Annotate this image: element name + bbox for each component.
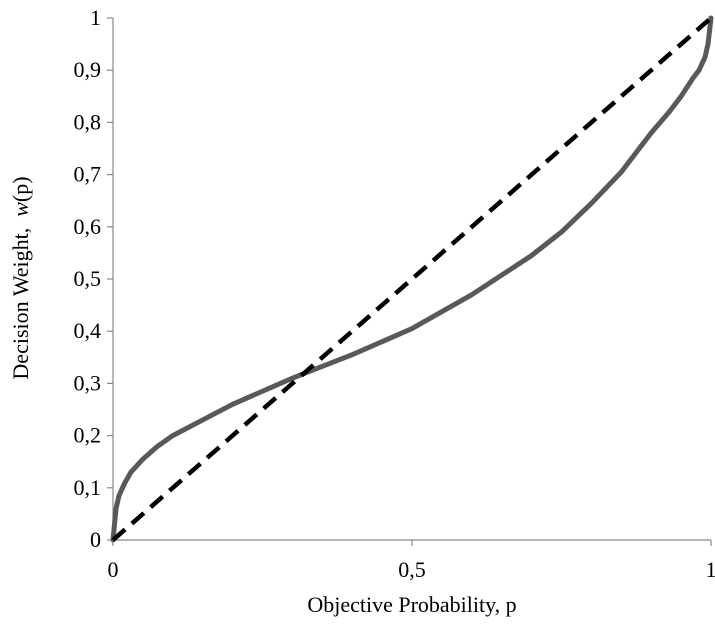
x-tick-label: 0,5 [398,557,426,582]
axes [107,17,712,546]
y-tick-label: 0,2 [74,423,102,448]
y-axis-title-prefix: Decision Weight, [8,217,33,380]
y-tick-label: 0 [90,527,101,552]
y-tick-label: 0,1 [74,475,102,500]
x-tick-labels: 0 0,5 1 [108,557,715,582]
y-axis-title: Decision Weight, w(p) [8,176,33,379]
x-tick-label: 1 [706,557,715,582]
y-tick-label: 0,6 [74,214,102,239]
y-tick-label: 0,8 [74,109,102,134]
y-tick-label: 1 [90,5,101,30]
series-line-dashed [111,16,713,542]
y-tick-label: 0,5 [74,266,102,291]
x-tick-label: 0 [108,557,119,582]
y-axis-title-suffix: (p) [8,176,33,202]
y-tick-label: 0,4 [74,318,102,343]
y-tick-labels: 0 0,1 0,2 0,3 0,4 0,5 0,6 0,7 0,8 0,9 1 [74,5,102,552]
series-layer [110,15,714,543]
y-axis-title-italic: w [8,202,33,217]
y-tick-label: 0,7 [74,162,102,187]
y-tick-label: 0,9 [74,57,102,82]
x-axis-title: Objective Probability, p [307,592,516,617]
series-line-solid [110,15,714,543]
y-tick-label: 0,3 [74,370,102,395]
